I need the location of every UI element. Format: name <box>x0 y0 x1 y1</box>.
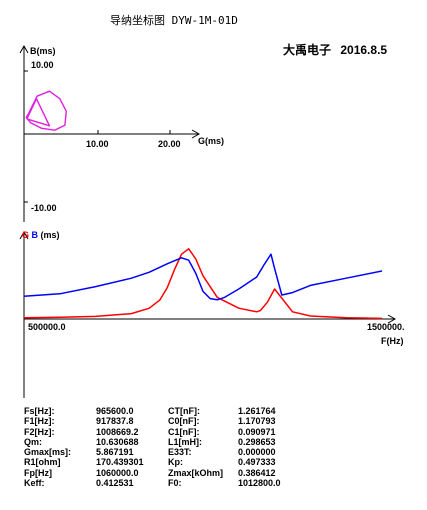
company-stamp: 大禹电子 2016.8.5 <box>283 41 387 58</box>
param-label: Qm: <box>24 436 42 447</box>
param-label: Gmax[ms]: <box>24 447 72 458</box>
legend-b: B <box>31 230 39 240</box>
y-tick-label-bottom: -10.00 <box>31 203 57 213</box>
param-value: 0.090971 <box>238 426 276 437</box>
param-value: 170.439301 <box>96 457 144 468</box>
param-value: 0.386412 <box>238 467 276 478</box>
param-label: F0: <box>168 478 182 489</box>
param-value: 917837.8 <box>96 416 134 427</box>
susceptance-series-line <box>23 253 383 301</box>
g-axis-arrow <box>191 129 201 139</box>
admittance-inner-loop-series <box>26 97 51 127</box>
company-name: 大禹电子 <box>283 43 332 57</box>
param-value: 0.497333 <box>238 457 276 468</box>
param-label: Kp: <box>168 457 183 468</box>
admittance-plot <box>19 44 201 222</box>
freq-legend: G B (ms) <box>22 230 60 240</box>
frequency-plot <box>19 230 397 398</box>
x-tick-label-20: 20.00 <box>158 139 181 149</box>
param-label: C0[nF]: <box>168 416 200 427</box>
freq-x-max-label: 1500000. <box>367 322 405 332</box>
param-label: R1[ohm] <box>24 457 61 468</box>
admittance-circle-series <box>25 90 68 131</box>
g-axis-label: G(ms) <box>198 136 225 146</box>
param-label: C1[nF]: <box>168 426 200 437</box>
param-value: 10.630688 <box>96 436 139 447</box>
param-value: 1012800.0 <box>238 478 281 489</box>
x-tick-label-10: 10.00 <box>86 139 109 149</box>
y-tick-label-top: 10.00 <box>31 60 54 70</box>
param-label: F2[Hz]: <box>24 426 55 437</box>
legend-g: G <box>22 230 30 240</box>
freq-y-axis-arrow <box>19 230 29 240</box>
param-label: E33T: <box>168 447 192 458</box>
frequency-curves <box>23 248 383 320</box>
param-label: Fp[Hz] <box>24 467 52 478</box>
chart-title: 导纳坐标图 DYW-1M-01D <box>110 14 238 27</box>
b-axis-arrow <box>19 44 29 54</box>
param-value: 1008669.2 <box>96 426 139 437</box>
param-value: 0.298653 <box>238 436 276 447</box>
test-date: 2016.8.5 <box>340 43 388 57</box>
param-value: 0.000000 <box>238 447 276 458</box>
param-label: Zmax[kOhm] <box>168 467 224 478</box>
b-axis-label: B(ms) <box>30 46 56 56</box>
param-value: 0.412531 <box>96 478 134 489</box>
param-value: 1060000.0 <box>96 467 139 478</box>
param-value: 1.170793 <box>238 416 276 427</box>
param-label: F1[Hz]: <box>24 416 55 427</box>
freq-x-axis-label: F(Hz) <box>381 336 404 346</box>
param-value: 1.261764 <box>238 406 276 416</box>
legend-unit: (ms) <box>40 230 60 240</box>
param-label: Keff: <box>24 478 45 489</box>
param-value: 965600.0 <box>96 406 134 416</box>
param-value: 5.867191 <box>96 447 134 458</box>
param-label: CT[nF]: <box>168 406 200 416</box>
param-label: Fs[Hz]: <box>24 406 55 416</box>
param-label: L1[mH]: <box>168 436 202 447</box>
conductance-series-line <box>23 248 383 320</box>
freq-x-axis-arrow <box>387 314 397 324</box>
freq-x-min-label: 500000.0 <box>28 322 66 332</box>
admittance-loops <box>25 90 68 131</box>
